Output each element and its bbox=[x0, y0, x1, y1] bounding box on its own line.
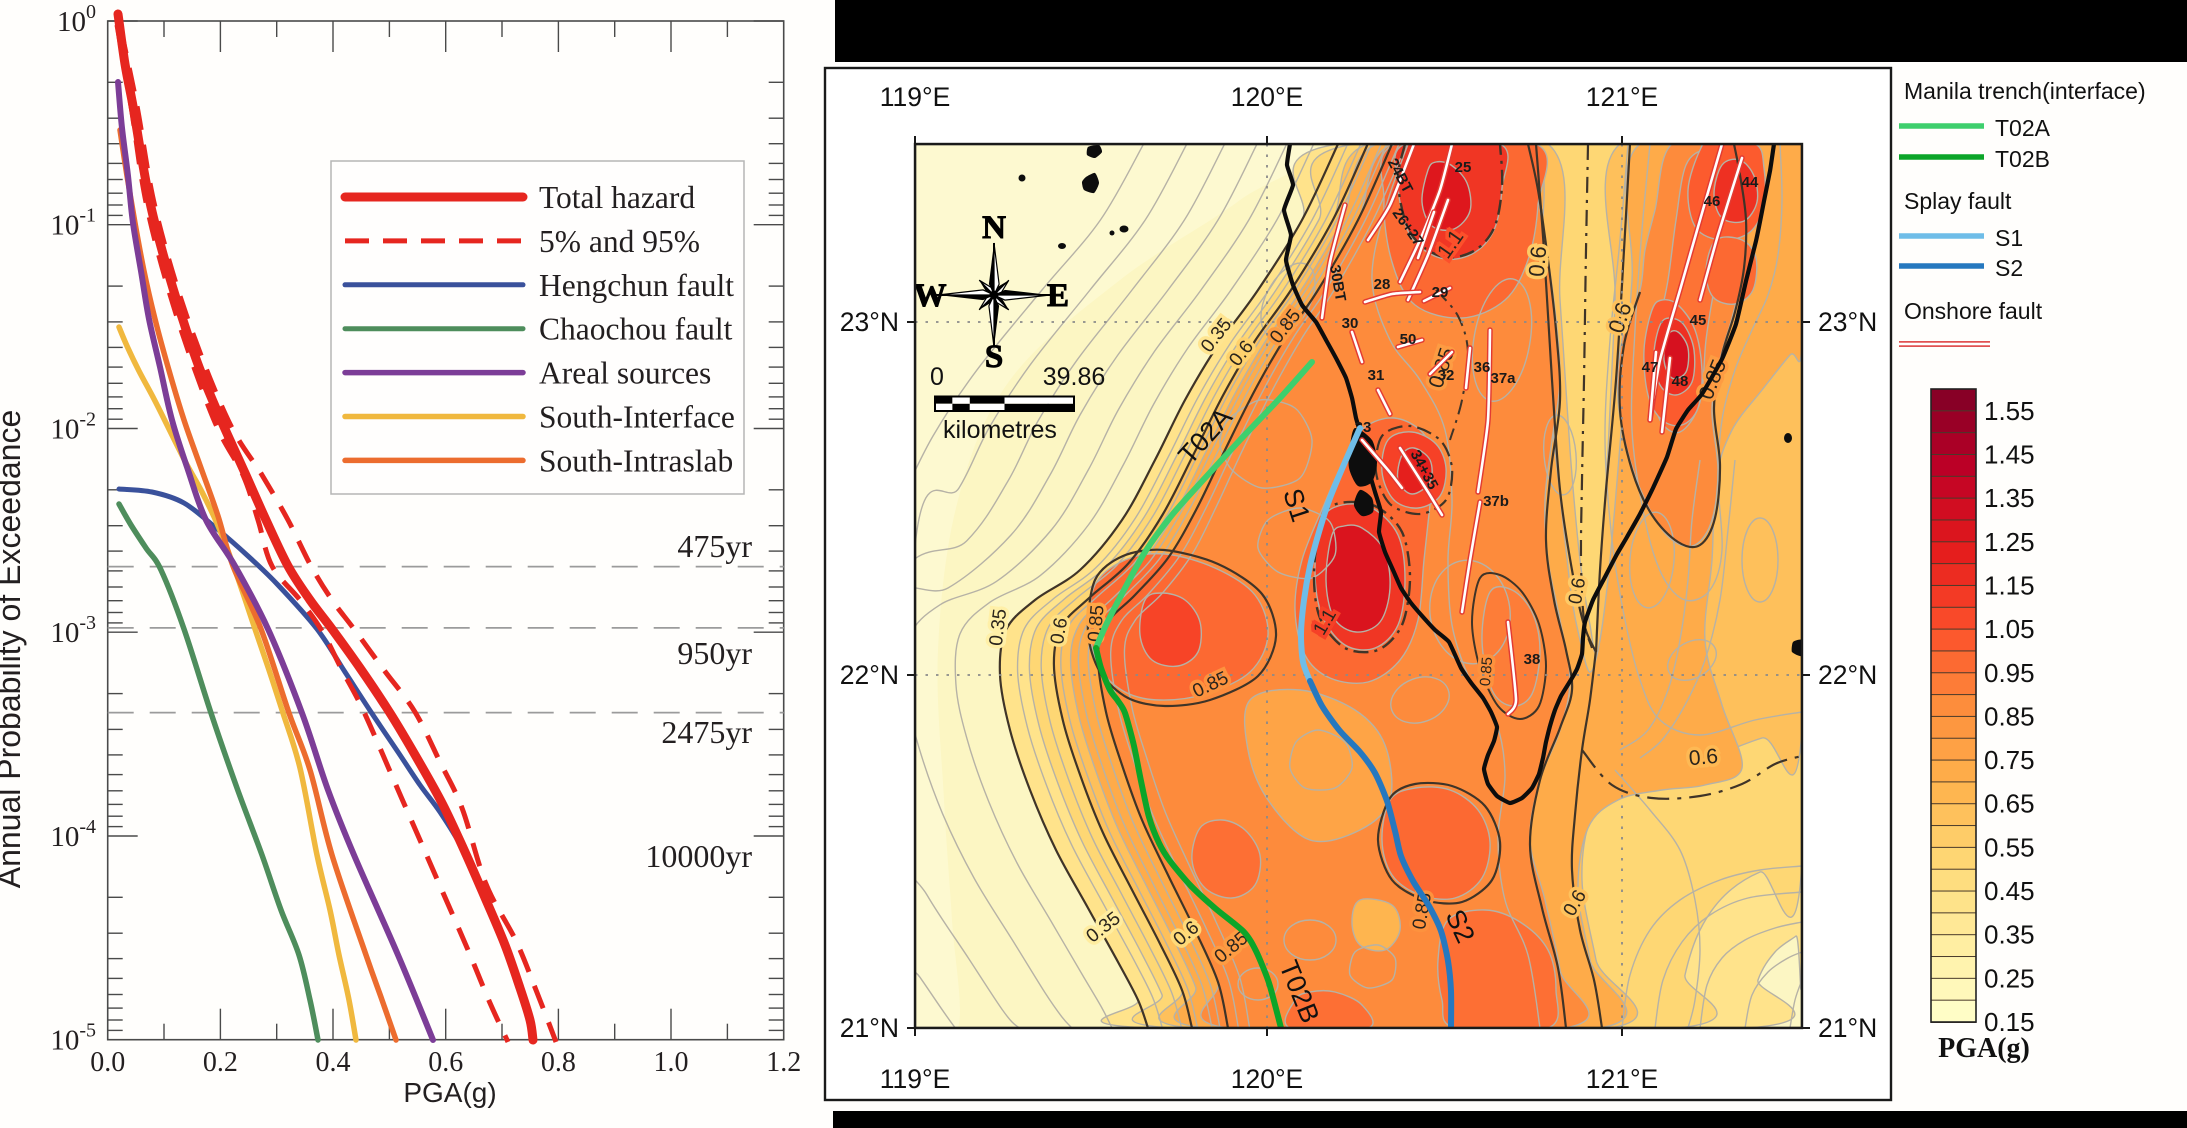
svg-text:30: 30 bbox=[1342, 315, 1359, 332]
svg-text:100: 100 bbox=[57, 1, 96, 38]
svg-text:0.35: 0.35 bbox=[1984, 920, 2035, 950]
svg-text:0.35: 0.35 bbox=[986, 608, 1011, 647]
svg-text:PGA(g): PGA(g) bbox=[1938, 1033, 2030, 1064]
svg-text:47: 47 bbox=[1642, 359, 1659, 376]
svg-text:South-Intraslab: South-Intraslab bbox=[539, 443, 733, 478]
svg-text:22°N: 22°N bbox=[840, 660, 899, 690]
svg-text:475yr: 475yr bbox=[677, 528, 752, 564]
svg-text:Total hazard: Total hazard bbox=[539, 180, 695, 215]
svg-text:Manila trench(interface): Manila trench(interface) bbox=[1904, 78, 2146, 104]
svg-text:23°N: 23°N bbox=[840, 307, 899, 337]
svg-text:0.45: 0.45 bbox=[1984, 876, 2035, 906]
svg-text:0.85: 0.85 bbox=[1477, 656, 1496, 687]
svg-text:0.4: 0.4 bbox=[316, 1047, 351, 1078]
svg-text:39.86: 39.86 bbox=[1043, 363, 1106, 391]
svg-text:30BT: 30BT bbox=[1326, 264, 1349, 303]
svg-text:10000yr: 10000yr bbox=[645, 838, 752, 874]
svg-text:1.15: 1.15 bbox=[1984, 570, 2035, 600]
svg-text:36: 36 bbox=[1474, 359, 1491, 376]
svg-text:N: N bbox=[982, 210, 1006, 246]
svg-text:Chaochou fault: Chaochou fault bbox=[539, 312, 733, 347]
svg-text:W: W bbox=[914, 278, 947, 314]
svg-text:37a: 37a bbox=[1490, 370, 1516, 387]
svg-text:45: 45 bbox=[1690, 312, 1707, 329]
svg-text:121°E: 121°E bbox=[1586, 1064, 1659, 1094]
svg-text:48: 48 bbox=[1672, 373, 1689, 390]
svg-text:1.2: 1.2 bbox=[766, 1047, 801, 1078]
svg-text:119°E: 119°E bbox=[880, 1064, 951, 1094]
svg-text:Areal sources: Areal sources bbox=[539, 356, 711, 391]
svg-text:1.05: 1.05 bbox=[1984, 614, 2035, 644]
svg-text:21°N: 21°N bbox=[1818, 1013, 1877, 1043]
svg-text:0.25: 0.25 bbox=[1984, 963, 2035, 993]
svg-text:T02A: T02A bbox=[1995, 115, 2051, 141]
svg-text:0.0: 0.0 bbox=[90, 1047, 125, 1078]
svg-text:1.25: 1.25 bbox=[1984, 527, 2035, 557]
svg-text:S: S bbox=[985, 339, 1003, 375]
svg-text:Hengchun fault: Hengchun fault bbox=[539, 268, 734, 303]
svg-text:31: 31 bbox=[1368, 367, 1385, 384]
svg-text:121°E: 121°E bbox=[1586, 82, 1659, 112]
svg-text:28: 28 bbox=[1374, 276, 1391, 293]
svg-text:1.35: 1.35 bbox=[1984, 483, 2035, 513]
svg-text:S2: S2 bbox=[1995, 255, 2023, 281]
svg-text:23°N: 23°N bbox=[1818, 307, 1877, 337]
svg-text:E: E bbox=[1047, 278, 1069, 314]
svg-text:37b: 37b bbox=[1483, 493, 1509, 510]
svg-text:0: 0 bbox=[930, 363, 944, 391]
svg-text:120°E: 120°E bbox=[1231, 1064, 1304, 1094]
svg-text:2475yr: 2475yr bbox=[661, 714, 752, 750]
svg-text:kilometres: kilometres bbox=[943, 416, 1057, 444]
svg-text:0.6: 0.6 bbox=[428, 1047, 463, 1078]
svg-text:South-Interface: South-Interface bbox=[539, 400, 735, 435]
svg-text:PGA(g): PGA(g) bbox=[403, 1077, 496, 1108]
svg-text:119°E: 119°E bbox=[880, 82, 951, 112]
svg-text:1.45: 1.45 bbox=[1984, 440, 2035, 470]
svg-text:21°N: 21°N bbox=[840, 1013, 899, 1043]
svg-text:Annual Probability of Exceedan: Annual Probability of Exceedance bbox=[0, 410, 27, 889]
svg-text:950yr: 950yr bbox=[677, 635, 752, 671]
svg-text:38: 38 bbox=[1524, 651, 1541, 668]
svg-text:0.75: 0.75 bbox=[1984, 745, 2035, 775]
svg-text:0.6: 0.6 bbox=[1688, 745, 1719, 770]
svg-text:0.55: 0.55 bbox=[1984, 832, 2035, 862]
svg-text:44: 44 bbox=[1742, 174, 1759, 191]
svg-text:0.6: 0.6 bbox=[1524, 245, 1552, 278]
svg-text:32: 32 bbox=[1438, 367, 1455, 384]
svg-text:Onshore fault: Onshore fault bbox=[1904, 298, 2043, 324]
svg-text:0.85: 0.85 bbox=[1984, 701, 2035, 731]
svg-text:0.2: 0.2 bbox=[203, 1047, 238, 1078]
svg-text:S1: S1 bbox=[1995, 225, 2023, 251]
svg-text:50: 50 bbox=[1400, 331, 1417, 348]
svg-text:25: 25 bbox=[1455, 159, 1472, 176]
svg-text:0.65: 0.65 bbox=[1984, 789, 2035, 819]
svg-text:0.15: 0.15 bbox=[1984, 1007, 2035, 1037]
svg-text:Splay fault: Splay fault bbox=[1904, 188, 2012, 214]
svg-text:22°N: 22°N bbox=[1818, 660, 1877, 690]
svg-text:5% and 95%: 5% and 95% bbox=[539, 224, 700, 259]
svg-text:29: 29 bbox=[1432, 284, 1449, 301]
svg-text:T02B: T02B bbox=[1995, 146, 2050, 172]
svg-text:120°E: 120°E bbox=[1231, 82, 1304, 112]
svg-text:1.55: 1.55 bbox=[1984, 396, 2035, 426]
svg-text:46: 46 bbox=[1704, 193, 1721, 210]
svg-text:1.0: 1.0 bbox=[654, 1047, 689, 1078]
svg-text:0.95: 0.95 bbox=[1984, 658, 2035, 688]
svg-text:0.8: 0.8 bbox=[541, 1047, 576, 1078]
